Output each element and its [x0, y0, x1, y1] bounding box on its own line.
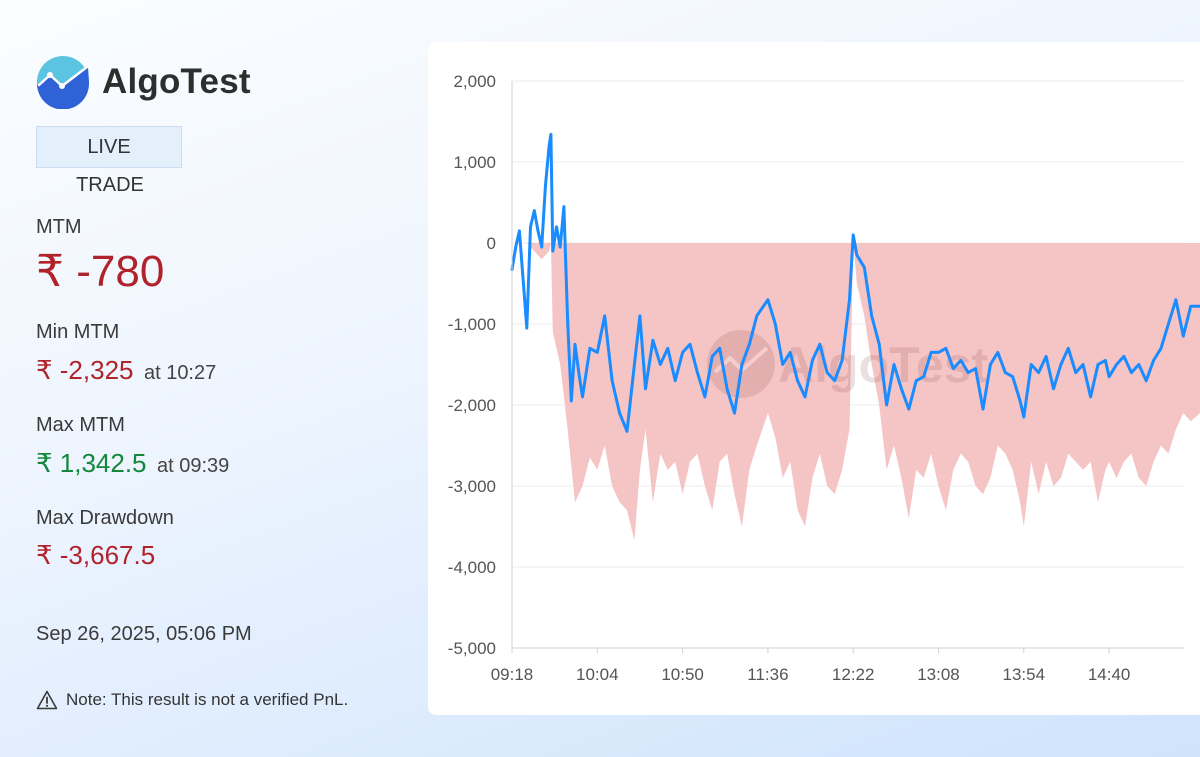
- max-drawdown-label: Max Drawdown: [36, 507, 174, 529]
- y-tick-label: 2,000: [453, 72, 496, 91]
- drawdown-layer: [512, 243, 1200, 541]
- live-label: LIVE: [87, 135, 131, 158]
- live-mode-badge[interactable]: LIVE: [36, 126, 182, 168]
- mtm-line: [510, 132, 1200, 433]
- algotest-logo-icon: [37, 56, 90, 109]
- x-tick-label: 14:40: [1088, 665, 1131, 684]
- mtm-value: ₹ -780: [36, 247, 165, 296]
- warning-icon: [36, 690, 58, 710]
- min-mtm-label: Min MTM: [36, 321, 120, 343]
- y-tick-label: -3,000: [448, 477, 496, 496]
- mtm-label: MTM: [36, 216, 82, 238]
- max-drawdown-value: ₹ -3,667.5: [36, 540, 156, 570]
- y-tick-label: -1,000: [448, 315, 496, 334]
- brand: AlgoTest: [36, 55, 251, 109]
- y-tick-label: -5,000: [448, 639, 496, 658]
- x-tick-label: 12:22: [832, 665, 875, 684]
- mtm-line-layer: [510, 132, 1200, 433]
- chart-panel: AlgoTest 2,000 1,000 0 -1,000 -2,000 -3,000 -4…: [428, 42, 1200, 715]
- y-tick-label: -4,000: [448, 558, 496, 577]
- y-tick-label: 0: [487, 234, 496, 253]
- min-mtm-row: ₹ -2,325 at 10:27: [36, 355, 216, 386]
- min-mtm-time: at 10:27: [143, 362, 217, 384]
- x-tick-label: 10:04: [576, 665, 619, 684]
- x-tick-label: 13:54: [1003, 665, 1046, 684]
- y-tick-label: -2,000: [448, 396, 496, 415]
- y-tick-label: 1,000: [453, 153, 496, 172]
- x-tick-label: 09:18: [491, 665, 534, 684]
- brand-name: AlgoTest: [102, 62, 251, 101]
- note-text: Note: This result is not a verified PnL.: [66, 690, 349, 709]
- drawdown-area: [512, 243, 1200, 541]
- trade-label: TRADE: [76, 174, 144, 196]
- max-mtm-value: ₹ 1,342.5: [36, 448, 147, 478]
- report-timestamp: Sep 26, 2025, 05:06 PM: [36, 623, 252, 645]
- max-mtm-time: at 09:39: [156, 455, 230, 477]
- y-axis: 2,000 1,000 0 -1,000 -2,000 -3,000 -4,000 -5,00…: [448, 72, 513, 658]
- max-mtm-label: Max MTM: [36, 414, 125, 436]
- x-tick-label: 11:36: [747, 665, 788, 684]
- max-mtm-row: ₹ 1,342.5 at 09:39: [36, 448, 229, 479]
- disclaimer-note: Note: This result is not a verified PnL.: [36, 690, 348, 710]
- x-axis: 09:18 10:04 10:50 11:36 12:22 13:08 13:54 14:40: [491, 647, 1184, 684]
- x-tick-label: 10:50: [661, 665, 704, 684]
- x-tick-label: 13:08: [917, 665, 960, 684]
- min-mtm-value: ₹ -2,325: [36, 355, 134, 385]
- mtm-chart: AlgoTest 2,0001,0000-1,000-2,000-3,000-4…: [448, 72, 1200, 684]
